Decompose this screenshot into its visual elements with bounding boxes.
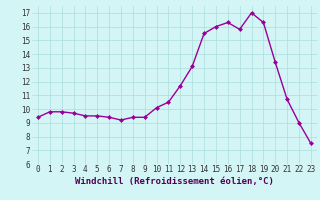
- X-axis label: Windchill (Refroidissement éolien,°C): Windchill (Refroidissement éolien,°C): [75, 177, 274, 186]
